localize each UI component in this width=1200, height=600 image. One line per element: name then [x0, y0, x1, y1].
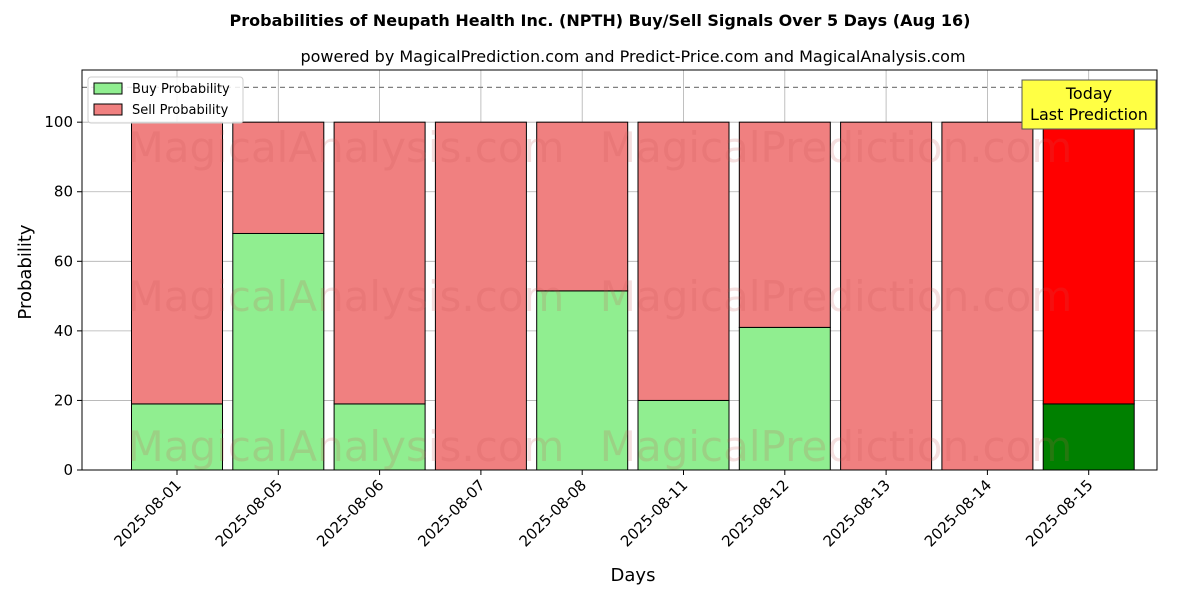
bar-buy: [738, 326, 831, 471]
bar-sell: [131, 121, 223, 405]
bar-sell: [536, 121, 629, 292]
legend-label-sell: Sell Probability: [132, 103, 229, 118]
y-tick-label: 20: [54, 391, 73, 409]
annotation-line-1: Today: [1065, 84, 1112, 103]
bar-sell: [232, 121, 325, 234]
x-tick-label: 2025-08-12: [718, 476, 792, 550]
x-tick-label: 2025-08-14: [921, 476, 995, 550]
watermark: MagicalPrediction.com: [600, 422, 1073, 471]
legend-label-buy: Buy Probability: [132, 82, 230, 97]
bar-buy: [333, 403, 426, 471]
x-axis: 2025-08-01 2025-08-05 2025-08-06 2025-08-07…: [110, 470, 1097, 550]
bar-sell: [333, 121, 426, 405]
plot-frame: [81, 69, 1158, 471]
x-tick-label: 2025-08-06: [313, 476, 387, 550]
bar-buy: [637, 399, 730, 471]
legend-swatch-sell: [93, 103, 123, 116]
bar-buy: [536, 290, 629, 471]
x-tick-label: 2025-08-15: [1022, 476, 1096, 550]
bar-sell: [941, 121, 1034, 471]
x-tick-label: 2025-08-08: [516, 476, 590, 550]
watermark: MagicalPrediction.com: [600, 272, 1073, 321]
legend-box: [87, 76, 244, 124]
bar-sell: [637, 121, 730, 401]
x-tick-label: 2025-08-05: [212, 476, 286, 550]
y-axis: 0 20 40 60 80 100: [44, 113, 82, 479]
legend: Buy Probability Sell Probability: [87, 76, 244, 124]
y-tick-label: 100: [44, 113, 73, 131]
x-axis-title: Days: [611, 565, 656, 586]
chart-subtitle: powered by MagicalPrediction.com and Pre…: [300, 47, 965, 66]
watermark: MagicalPrediction.com: [600, 123, 1073, 172]
chart-title: Probabilities of Neupath Health Inc. (NP…: [230, 11, 971, 30]
bars: [131, 121, 1135, 471]
bar-sell: [840, 121, 933, 471]
y-tick-label: 80: [54, 183, 73, 201]
watermarks: MagicalAnalysis.com MagicalPrediction.com…: [128, 123, 1073, 471]
x-tick-label: 2025-08-11: [617, 476, 691, 550]
y-tick-label: 60: [54, 252, 73, 270]
annotation-line-2: Last Prediction: [1030, 105, 1148, 124]
y-tick-label: 40: [54, 322, 73, 340]
watermark: MagicalAnalysis.com: [128, 272, 565, 321]
bar-sell: [1042, 121, 1135, 405]
legend-swatch-buy: [93, 82, 123, 95]
today-annotation: Today Last Prediction: [1021, 79, 1157, 130]
annotation-box: [1021, 79, 1157, 130]
bar-sell: [434, 121, 527, 471]
bar-sell: [738, 121, 831, 328]
bar-buy: [1042, 403, 1135, 471]
y-tick-label: 0: [63, 461, 73, 479]
watermark: MagicalAnalysis.com: [128, 422, 565, 471]
y-axis-title: Probability: [15, 224, 36, 319]
bar-buy: [232, 232, 325, 471]
x-tick-label: 2025-08-07: [414, 476, 488, 550]
watermark: MagicalAnalysis.com: [128, 123, 565, 172]
x-tick-label: 2025-08-13: [820, 476, 894, 550]
x-tick-label: 2025-08-01: [110, 476, 184, 550]
